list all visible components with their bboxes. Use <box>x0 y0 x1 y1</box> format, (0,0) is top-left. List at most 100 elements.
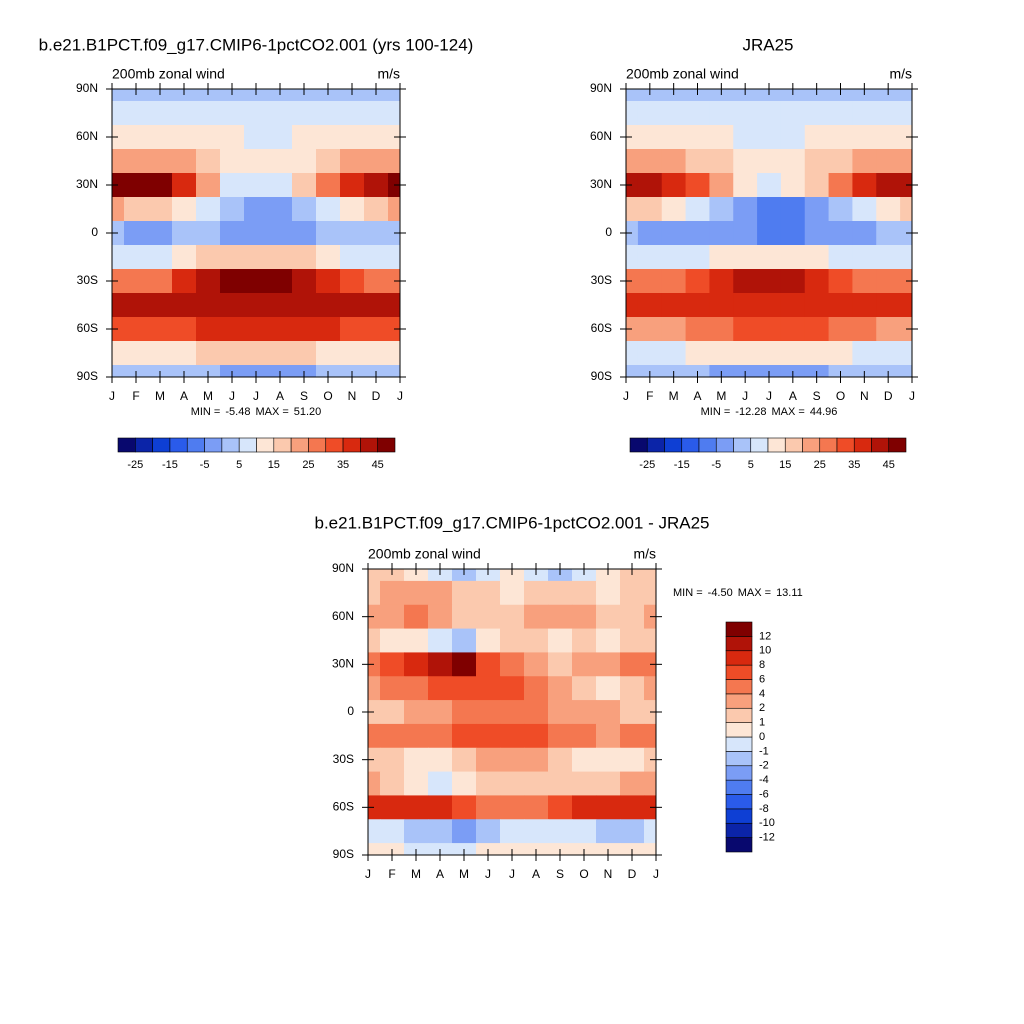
y-tick-label: 30N <box>332 657 354 671</box>
colorbar-label: 0 <box>759 731 765 743</box>
cell <box>661 149 686 174</box>
cell <box>661 221 686 246</box>
y-tick-label: 90S <box>77 369 98 383</box>
colorbar-box <box>186 437 205 453</box>
colorbar-box <box>784 437 803 453</box>
cell <box>428 569 453 582</box>
cell <box>900 293 913 318</box>
cell <box>124 173 149 198</box>
cell <box>500 747 525 772</box>
colorbar-box <box>273 437 292 453</box>
cell <box>626 317 639 342</box>
cell <box>316 101 341 126</box>
cell <box>804 149 829 174</box>
cell <box>244 125 269 150</box>
cell <box>500 676 525 701</box>
colorbar-box <box>725 808 753 824</box>
cell <box>220 197 245 222</box>
cell <box>476 580 501 606</box>
colorbar-label: -12 <box>759 832 775 844</box>
cell <box>596 676 621 701</box>
cell <box>876 221 901 246</box>
colorbar-label: 15 <box>268 459 280 471</box>
cell <box>685 125 710 150</box>
colorbar-label: 2 <box>759 702 765 714</box>
colorbar-box <box>725 693 753 709</box>
cell <box>524 819 549 844</box>
cell <box>340 221 365 246</box>
cell <box>828 149 853 174</box>
cell <box>524 580 549 606</box>
cell <box>388 293 401 318</box>
cell <box>388 365 401 378</box>
colorbar-box <box>725 822 753 838</box>
cell <box>112 89 125 102</box>
cell <box>220 317 245 342</box>
cell <box>220 125 245 150</box>
colorbar-box <box>308 437 327 453</box>
cell <box>500 652 525 677</box>
cell <box>500 819 525 844</box>
cell <box>292 173 317 198</box>
panel-title: b.e21.B1PCT.f09_g17.CMIP6-1pctCO2.001 (y… <box>39 35 474 54</box>
cell <box>220 245 245 270</box>
cell <box>244 197 269 222</box>
cell <box>548 747 573 772</box>
cell <box>124 269 149 294</box>
colorbar-label: 12 <box>759 630 771 642</box>
x-tick-label: J <box>653 867 659 881</box>
cell <box>172 317 197 342</box>
colorbar-box <box>664 437 683 453</box>
cell <box>172 149 197 174</box>
cell <box>388 149 401 174</box>
cell <box>148 89 173 102</box>
colorbar-label: -25 <box>127 459 143 471</box>
cell <box>733 197 758 222</box>
cell <box>388 245 401 270</box>
x-tick-label: M <box>716 389 726 403</box>
cell <box>428 771 453 796</box>
cell <box>220 293 245 318</box>
cell <box>709 341 734 366</box>
colorbar-box <box>767 437 786 453</box>
cell <box>316 149 341 174</box>
x-tick-label: N <box>860 389 869 403</box>
y-tick-label: 60S <box>591 321 612 335</box>
x-tick-label: O <box>323 389 332 403</box>
colorbar-box <box>117 437 136 453</box>
cell <box>364 293 389 318</box>
cell <box>572 700 597 725</box>
x-tick-label: M <box>669 389 679 403</box>
cell <box>780 101 806 126</box>
cell <box>637 245 663 270</box>
cell <box>452 819 477 844</box>
x-tick-label: A <box>532 867 540 881</box>
cell <box>268 245 293 270</box>
cell <box>828 125 853 150</box>
x-tick-label: D <box>884 389 893 403</box>
cell <box>292 317 317 342</box>
y-tick-label: 30N <box>590 177 612 191</box>
cell <box>404 747 429 772</box>
y-tick-label: 60S <box>333 800 354 814</box>
cell <box>644 569 657 582</box>
cell <box>626 365 639 378</box>
colorbar-box <box>725 736 753 752</box>
cell <box>661 293 686 318</box>
cell <box>733 173 758 198</box>
panel: b.e21.B1PCT.f09_g17.CMIP6-1pctCO2.001 (y… <box>39 35 474 470</box>
colorbar-box <box>725 779 753 795</box>
cell <box>637 89 663 102</box>
cell <box>124 101 149 126</box>
x-tick-label: D <box>628 867 637 881</box>
colorbar-label: -1 <box>759 745 769 757</box>
cell <box>292 245 317 270</box>
colorbar-label: 25 <box>814 459 826 471</box>
cell <box>852 245 877 270</box>
cell <box>244 245 269 270</box>
cell <box>452 628 477 653</box>
cell <box>876 269 901 294</box>
cell <box>626 221 639 246</box>
cell <box>709 173 734 198</box>
cell <box>368 771 381 796</box>
